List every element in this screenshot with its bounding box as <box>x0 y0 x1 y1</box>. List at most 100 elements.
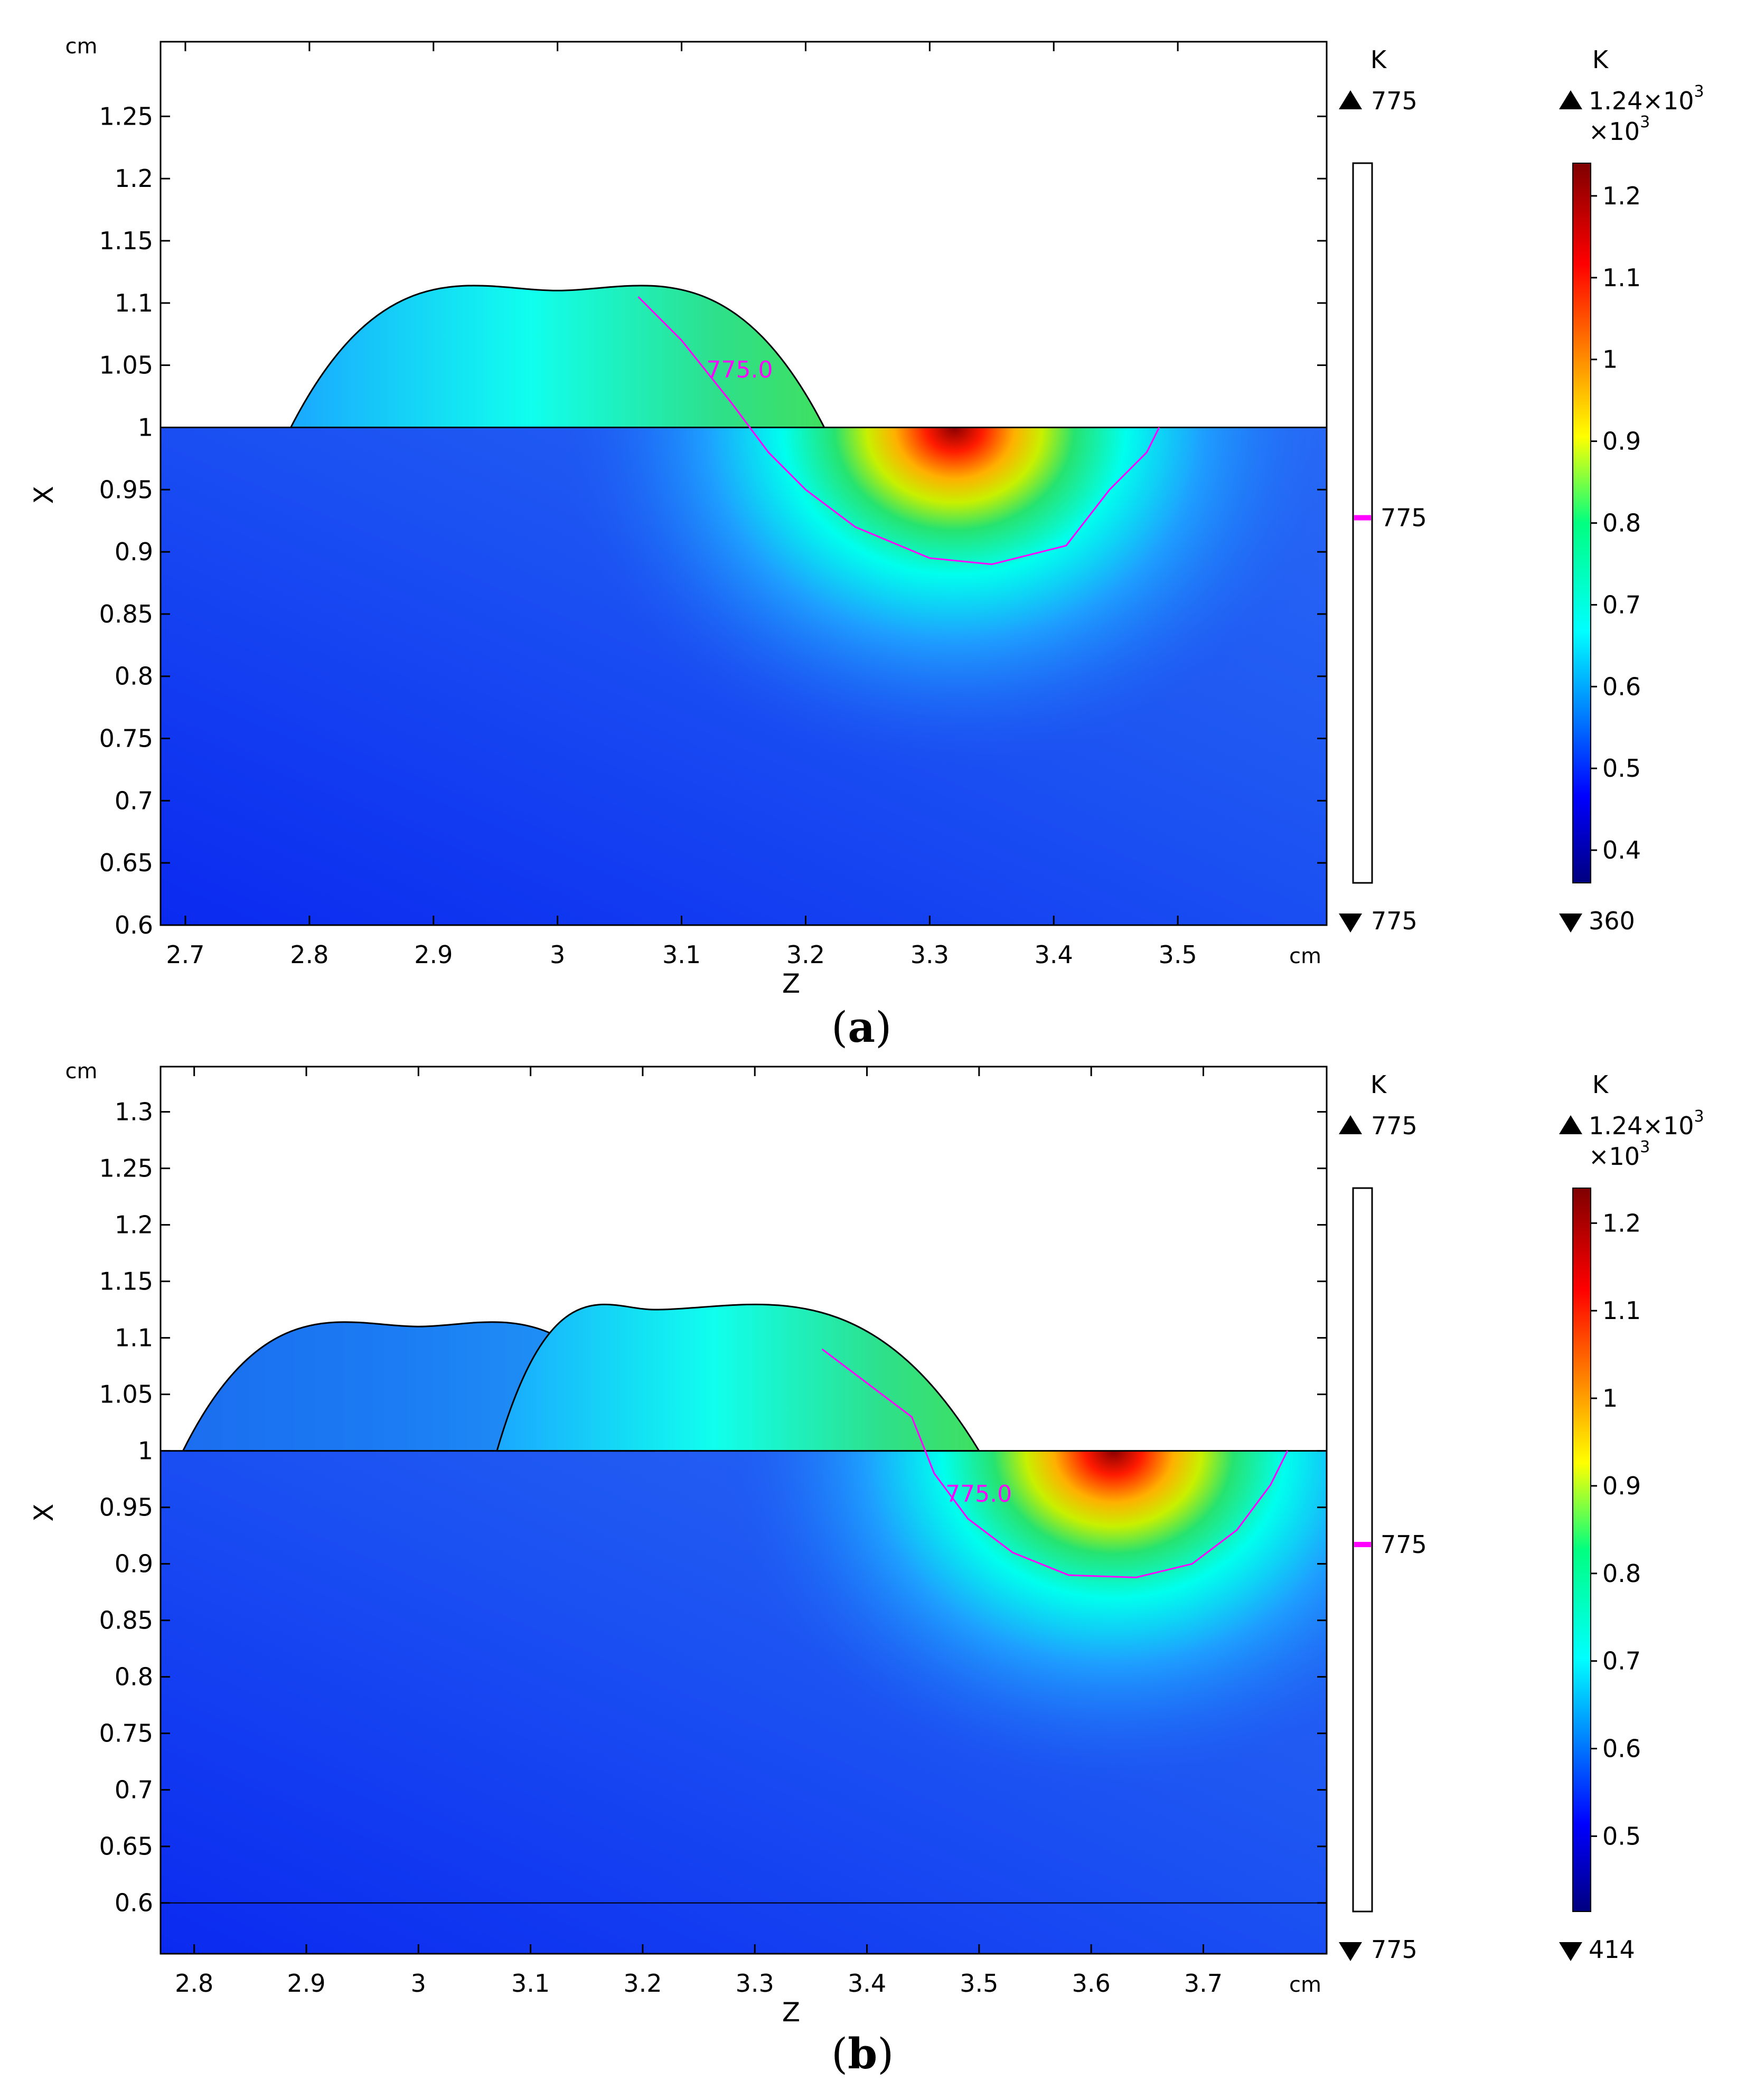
temperature-field <box>161 285 1327 925</box>
colorbar-tick-label: 1 <box>1602 345 1618 374</box>
x-tick-label: 3.5 <box>960 1969 998 1998</box>
colorbar-tick-label: 1.1 <box>1602 263 1641 292</box>
y-tick-label: 0.75 <box>99 724 153 753</box>
colorbar-max-arrow <box>1559 1115 1582 1134</box>
y-tick-label: 1.25 <box>99 102 153 130</box>
x-tick-label: 3.3 <box>910 940 949 969</box>
x-tick-label: 3.1 <box>662 940 701 969</box>
contour-legend-bar <box>1352 1187 1373 1913</box>
heat-plume <box>161 1451 1327 1954</box>
x-tick-label: 3.2 <box>623 1969 662 1998</box>
colorbar-tick-label: 0.7 <box>1602 1647 1641 1675</box>
x-axis-title: Z <box>782 1997 800 2028</box>
colorbar-tick-label: 0.6 <box>1602 672 1641 701</box>
y-tick-label: 1.1 <box>115 1324 153 1352</box>
panel-letter-b: b <box>848 2029 878 2078</box>
contour-label: 775.0 <box>707 356 773 383</box>
colorbar-tick-label: 0.9 <box>1602 1472 1641 1500</box>
y-tick-label: 0.95 <box>99 1493 153 1522</box>
colorbar-tick-label: 0.5 <box>1602 1822 1641 1850</box>
colorbar-tick-label: 0.8 <box>1602 1559 1641 1588</box>
y-tick-label: 1 <box>138 1437 153 1465</box>
x-tick-label: 3.6 <box>1072 1969 1111 1998</box>
x-tick-label: 2.9 <box>414 940 453 969</box>
x-unit-label: cm <box>1289 944 1321 968</box>
y-tick-label: 0.9 <box>115 1550 153 1578</box>
contour-label: 775.0 <box>945 1481 1012 1508</box>
y-tick-label: 0.75 <box>99 1719 153 1748</box>
y-tick-label: 1 <box>138 413 153 441</box>
colorbar <box>1572 1188 1591 1912</box>
y-tick-label: 1.3 <box>115 1098 153 1126</box>
colorbar-tick-label: 1 <box>1602 1384 1618 1412</box>
temperature-field <box>161 1303 1327 1954</box>
y-tick-label: 0.65 <box>99 1832 153 1861</box>
contour-legend-max: 775 <box>1371 87 1418 115</box>
colorbar-tick-label: 1.2 <box>1602 182 1641 210</box>
panel-caption-b: (b) <box>831 2029 894 2078</box>
y-tick-label: 0.7 <box>115 1776 153 1804</box>
colorbar-tick-label: 0.5 <box>1602 754 1641 783</box>
y-tick-label: 0.85 <box>99 1606 153 1635</box>
colorbar-scale-label: ×103 <box>1589 1138 1650 1171</box>
panel-letter-a: a <box>848 1002 876 1052</box>
x-tick-label: 2.7 <box>166 940 204 969</box>
colorbar-unit: K <box>1592 1070 1609 1099</box>
bead-profile <box>289 285 826 428</box>
y-unit-label: cm <box>65 34 98 59</box>
y-unit-label: cm <box>65 1059 98 1084</box>
y-tick-label: 0.7 <box>115 786 153 815</box>
heat-plume <box>161 427 1327 925</box>
y-tick-label: 0.8 <box>115 1663 153 1691</box>
panel-caption-a: (a) <box>831 1002 892 1052</box>
x-tick-label: 3.1 <box>511 1969 550 1998</box>
contour-line <box>821 1348 1289 1578</box>
contour-line <box>637 296 1160 566</box>
y-tick-label: 0.6 <box>115 911 153 939</box>
y-tick-label: 0.65 <box>99 849 153 877</box>
colorbar-tick-label: 0.6 <box>1602 1735 1641 1763</box>
x-tick-label: 3.3 <box>736 1969 774 1998</box>
y-axis-title: X <box>29 1504 59 1522</box>
y-axis-title: X <box>29 486 59 504</box>
chart-panel-b: 775.0 2.8 2.9 3 3.1 3.2 3.3 3.4 3.5 3.6 3.7 cm Z 0.6 0… <box>29 1059 1704 2028</box>
y-tick-label: 0.6 <box>115 1889 153 1917</box>
colorbar-tick-label: 1.2 <box>1602 1209 1641 1237</box>
y-tick-label: 1.2 <box>115 164 153 193</box>
y-tick-label: 1.1 <box>115 289 153 317</box>
colorbar-tick-label: 0.9 <box>1602 427 1641 456</box>
x-tick-label: 3.2 <box>786 940 825 969</box>
x-tick-label: 2.8 <box>290 940 328 969</box>
contour-legend-max-arrow <box>1339 1115 1362 1134</box>
colorbar-min-label: 414 <box>1589 1935 1635 1964</box>
colorbar-max-label: 1.24×103 <box>1589 82 1704 115</box>
y-tick-label: 0.95 <box>99 475 153 504</box>
y-tick-label: 0.9 <box>115 538 153 566</box>
x-tick-label: 3.5 <box>1159 940 1197 969</box>
y-tick-label: 1.05 <box>99 1380 153 1409</box>
x-tick-label: 3.7 <box>1184 1969 1223 1998</box>
x-tick-label: 3 <box>411 1969 426 1998</box>
colorbar-tick-label: 1.1 <box>1602 1296 1641 1325</box>
contour-legend-min: 775 <box>1371 1935 1418 1964</box>
x-unit-label: cm <box>1289 1973 1321 1997</box>
colorbar-tick-label: 0.4 <box>1602 836 1641 864</box>
x-tick-label: 3 <box>550 940 565 969</box>
x-tick-label: 3.4 <box>1035 940 1073 969</box>
y-tick-label: 0.8 <box>115 662 153 691</box>
contour-legend-unit: K <box>1370 1070 1387 1099</box>
y-tick-label: 0.85 <box>99 600 153 628</box>
contour-legend-bar <box>1352 162 1373 884</box>
colorbar-tick-label: 0.7 <box>1602 590 1641 619</box>
contour-legend-max-arrow <box>1339 90 1362 109</box>
x-tick-label: 3.4 <box>848 1969 886 1998</box>
y-tick-label: 1.05 <box>99 351 153 380</box>
x-tick-label: 2.9 <box>287 1969 325 1998</box>
colorbar-min-arrow <box>1559 914 1582 933</box>
colorbar-max-label: 1.24×103 <box>1589 1107 1704 1140</box>
contour-legend-max: 775 <box>1371 1112 1418 1140</box>
plot-frame <box>159 1066 1328 1955</box>
colorbar-unit: K <box>1592 45 1609 74</box>
contour-legend-min: 775 <box>1371 907 1418 935</box>
